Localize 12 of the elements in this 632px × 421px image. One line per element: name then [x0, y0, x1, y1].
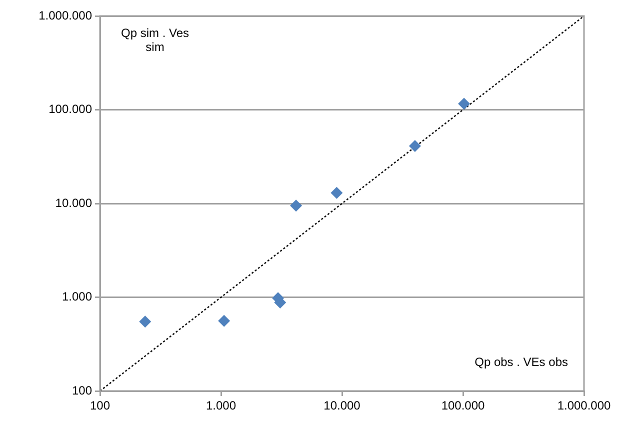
y-tick-label: 100.000 — [48, 102, 92, 116]
annotation: Qp sim . Ves sim — [120, 26, 190, 54]
y-tick-label: 1.000.000 — [38, 8, 92, 22]
annotation: Qp obs . VEs obs — [474, 355, 568, 369]
x-tick-label: 10.000 — [324, 398, 361, 413]
x-tick-label: 100 — [90, 398, 110, 413]
x-tick-label: 1.000.000 — [557, 398, 612, 413]
y-tick-label: 1.000 — [62, 290, 92, 304]
y-tick-label: 100 — [72, 383, 92, 398]
x-tick-label: 1.000 — [206, 398, 236, 413]
y-tick-label: 10.000 — [55, 196, 92, 210]
x-tick-label: 100.000 — [441, 398, 486, 413]
